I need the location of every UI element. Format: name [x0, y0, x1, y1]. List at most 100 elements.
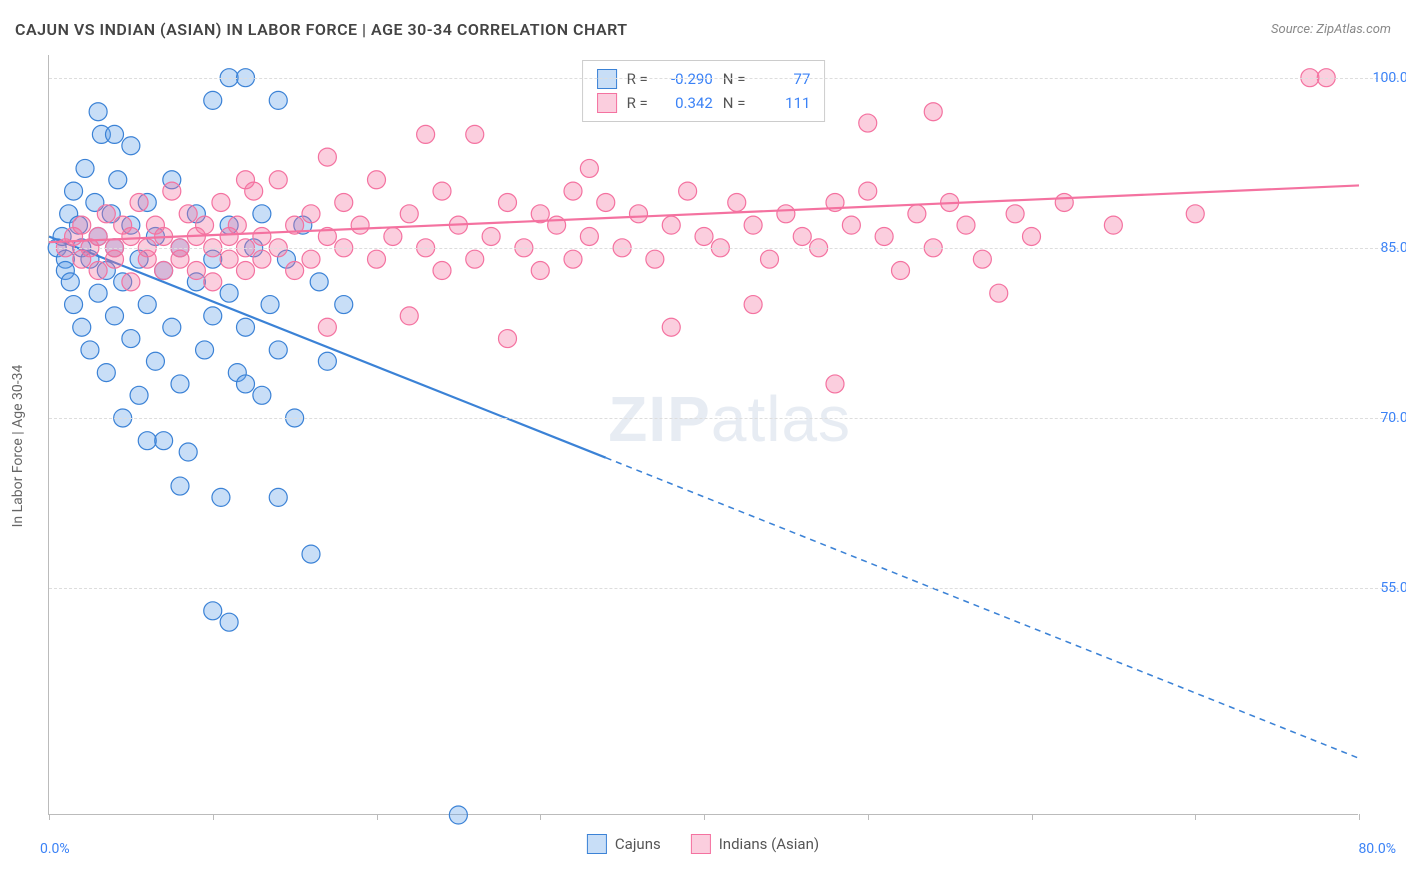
data-point-cajuns — [155, 432, 173, 450]
data-point-cajuns — [269, 91, 287, 109]
data-point-indians — [163, 182, 181, 200]
data-point-indians — [400, 307, 418, 325]
data-point-indians — [130, 193, 148, 211]
data-point-indians — [679, 182, 697, 200]
data-point-indians — [138, 250, 156, 268]
data-point-cajuns — [130, 386, 148, 404]
data-point-indians — [1186, 205, 1204, 223]
data-point-cajuns — [253, 205, 271, 223]
data-point-indians — [155, 262, 173, 280]
data-point-cajuns — [163, 318, 181, 336]
data-point-indians — [842, 216, 860, 234]
data-point-indians — [662, 318, 680, 336]
data-point-cajuns — [65, 296, 83, 314]
data-point-indians — [859, 114, 877, 132]
data-point-cajuns — [302, 545, 320, 563]
data-point-indians — [482, 227, 500, 245]
data-point-indians — [187, 262, 205, 280]
data-point-indians — [228, 216, 246, 234]
data-point-indians — [859, 182, 877, 200]
x-tick — [540, 814, 541, 820]
legend-label-cajuns: Cajuns — [615, 835, 661, 853]
data-point-indians — [237, 262, 255, 280]
data-point-indians — [531, 262, 549, 280]
data-point-cajuns — [61, 273, 79, 291]
x-tick — [704, 814, 705, 820]
data-point-indians — [351, 216, 369, 234]
grid-line — [49, 78, 1398, 79]
data-point-cajuns — [138, 296, 156, 314]
x-tick — [1359, 814, 1360, 820]
data-point-cajuns — [146, 352, 164, 370]
legend-row-cajuns: R = -0.290 N = 77 — [597, 67, 811, 91]
series-legend: Cajuns Indians (Asian) — [587, 834, 819, 854]
swatch-cajuns-bottom — [587, 834, 607, 854]
data-point-cajuns — [89, 103, 107, 121]
data-point-indians — [302, 205, 320, 223]
data-point-cajuns — [171, 477, 189, 495]
y-tick-label: 70.0% — [1363, 410, 1406, 426]
data-point-indians — [1023, 227, 1041, 245]
title-bar: CAJUN VS INDIAN (ASIAN) IN LABOR FORCE |… — [15, 20, 1391, 39]
data-point-cajuns — [76, 159, 94, 177]
data-point-indians — [220, 250, 238, 268]
data-point-indians — [695, 227, 713, 245]
y-axis-label: In Labor Force | Age 30-34 — [10, 365, 26, 528]
x-tick — [213, 814, 214, 820]
data-point-indians — [630, 205, 648, 223]
data-point-indians — [106, 250, 124, 268]
y-tick-label: 100.0% — [1363, 70, 1406, 86]
data-point-cajuns — [196, 341, 214, 359]
data-point-indians — [122, 273, 140, 291]
grid-line — [49, 248, 1398, 249]
data-point-cajuns — [449, 806, 467, 824]
data-point-cajuns — [204, 602, 222, 620]
data-point-indians — [1006, 205, 1024, 223]
data-point-indians — [179, 205, 197, 223]
data-point-indians — [597, 193, 615, 211]
x-axis-end-label: 80.0% — [1358, 841, 1396, 857]
data-point-indians — [89, 262, 107, 280]
data-point-cajuns — [122, 137, 140, 155]
data-point-indians — [171, 250, 189, 268]
data-point-indians — [433, 182, 451, 200]
data-point-indians — [499, 330, 517, 348]
data-point-indians — [908, 205, 926, 223]
r-value-cajuns: -0.290 — [658, 70, 713, 88]
chart-container: CAJUN VS INDIAN (ASIAN) IN LABOR FORCE |… — [0, 0, 1406, 892]
data-point-indians — [761, 250, 779, 268]
plot-svg — [49, 55, 1358, 814]
data-point-indians — [269, 171, 287, 189]
data-point-indians — [286, 262, 304, 280]
data-point-indians — [1104, 216, 1122, 234]
data-point-indians — [646, 250, 664, 268]
data-point-indians — [318, 318, 336, 336]
data-point-indians — [990, 284, 1008, 302]
swatch-indians-bottom — [691, 834, 711, 854]
swatch-cajuns — [597, 69, 617, 89]
grid-line — [49, 418, 1398, 419]
swatch-indians — [597, 93, 617, 113]
data-point-cajuns — [269, 341, 287, 359]
data-point-cajuns — [109, 171, 127, 189]
data-point-cajuns — [81, 341, 99, 359]
data-point-cajuns — [106, 307, 124, 325]
data-point-indians — [826, 375, 844, 393]
n-value-cajuns: 77 — [755, 70, 810, 88]
data-point-indians — [793, 227, 811, 245]
data-point-cajuns — [237, 318, 255, 336]
x-tick — [1195, 814, 1196, 820]
data-point-cajuns — [253, 386, 271, 404]
grid-line — [49, 588, 1398, 589]
data-point-cajuns — [261, 296, 279, 314]
data-point-cajuns — [269, 488, 287, 506]
data-point-indians — [400, 205, 418, 223]
r-label: R = — [627, 94, 648, 112]
data-point-indians — [368, 250, 386, 268]
data-point-indians — [384, 227, 402, 245]
data-point-indians — [728, 193, 746, 211]
data-point-cajuns — [335, 296, 353, 314]
legend-label-indians: Indians (Asian) — [719, 835, 819, 853]
data-point-indians — [253, 227, 271, 245]
legend-row-indians: R = 0.342 N = 111 — [597, 91, 811, 115]
